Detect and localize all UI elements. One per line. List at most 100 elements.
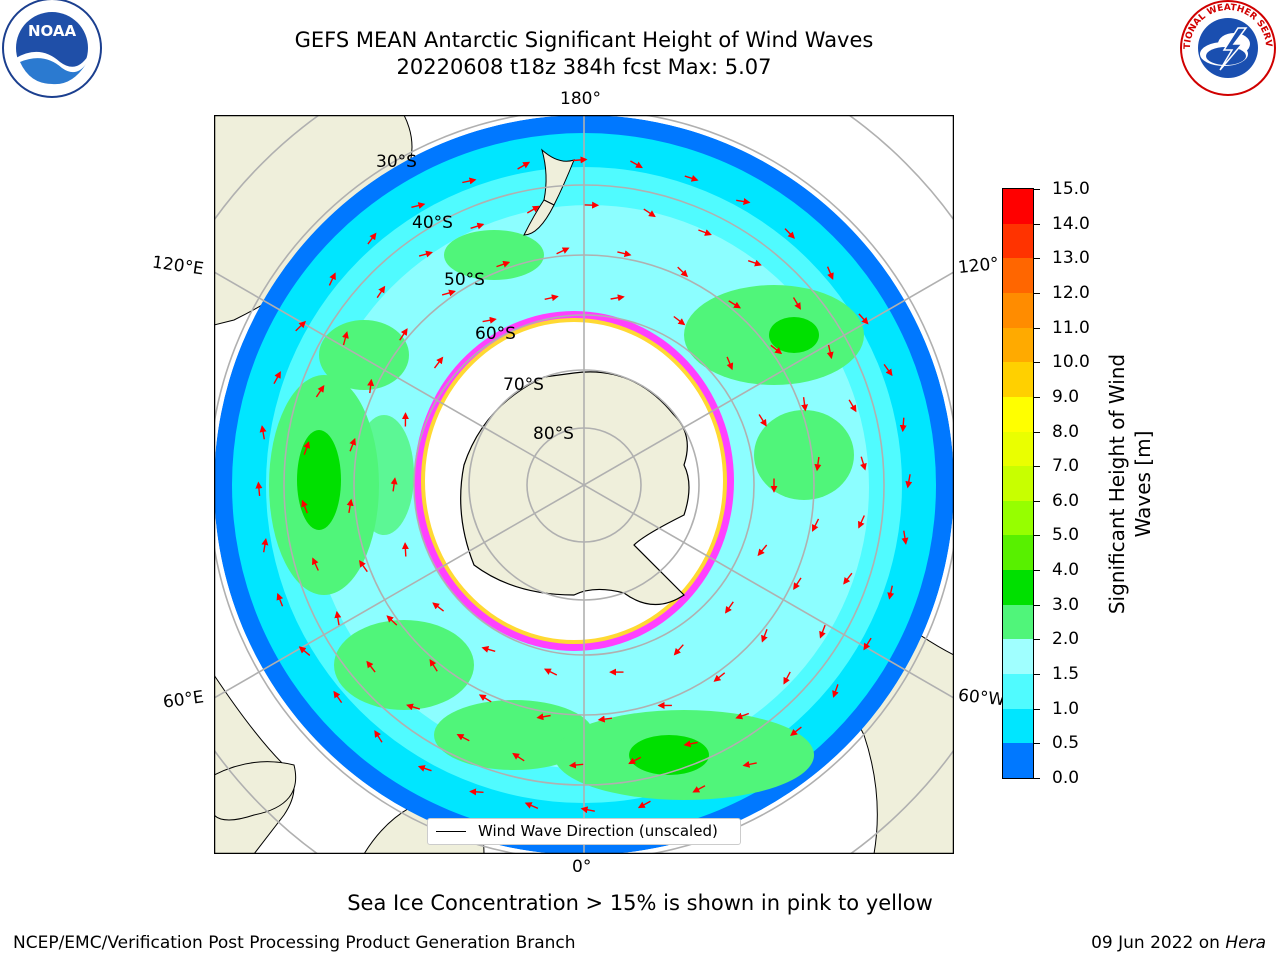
- wind-wave-arrow: [858, 515, 865, 529]
- wind-wave-arrow: [334, 610, 342, 626]
- wind-wave-arrow: [887, 585, 895, 600]
- wind-wave-arrow: [315, 385, 325, 398]
- colorbar-segment: [1003, 327, 1033, 363]
- chart-title: GEFS MEAN Antarctic Significant Height o…: [294, 28, 874, 52]
- colorbar-segment: [1003, 362, 1033, 398]
- wind-wave-arrow: [462, 177, 477, 185]
- wind-wave-arrow: [735, 712, 750, 720]
- wind-wave-arrow: [301, 499, 308, 514]
- colorbar-tick-mark: [1034, 674, 1040, 676]
- wind-wave-arrow: [630, 160, 643, 169]
- colorbar-tick-label: 5.0: [1052, 525, 1080, 546]
- wind-wave-arrow: [342, 331, 349, 346]
- colorbar-tick-mark: [1034, 778, 1040, 779]
- colorbar-tick-label: 9.0: [1052, 386, 1080, 407]
- wind-wave-arrow: [417, 765, 432, 772]
- colorbar-segment: [1003, 743, 1033, 779]
- wind-wave-arrow: [683, 740, 698, 748]
- wind-wave-arrow: [692, 785, 706, 793]
- wind-wave-arrow: [481, 645, 496, 653]
- wind-wave-arrow: [295, 320, 307, 332]
- wind-wave-arrow: [432, 602, 445, 612]
- lon-label-60w: 60°W: [957, 685, 1006, 711]
- chart-subtitle: 20220608 t18z 384h fcst Max: 5.07: [396, 55, 772, 79]
- wind-wave-arrow: [901, 530, 909, 545]
- wind-wave-arrow: [273, 371, 281, 385]
- wind-wave-arrow: [761, 628, 768, 643]
- colorbar-tick-mark: [1034, 604, 1040, 606]
- wind-wave-arrow: [747, 259, 762, 267]
- wind-wave-arrow: [517, 161, 531, 170]
- colorbar-tick-mark: [1034, 743, 1040, 745]
- colorbar-segment: [1003, 189, 1033, 225]
- wind-wave-arrows: [255, 156, 913, 814]
- wind-wave-arrow: [328, 272, 336, 286]
- colorbar-tick-mark: [1034, 466, 1040, 468]
- wind-wave-arrow: [418, 250, 433, 258]
- wind-wave-arrow: [433, 356, 444, 369]
- wind-wave-arrow: [724, 601, 734, 614]
- wind-wave-arrow: [512, 752, 525, 762]
- new-zealand-south-land: [523, 199, 555, 236]
- wind-wave-arrow: [784, 228, 795, 239]
- colorbar-tick-mark: [1034, 431, 1040, 433]
- colorbar-segment: [1003, 674, 1033, 710]
- colorbar-tick-mark: [1034, 189, 1040, 190]
- colorbar-tick-label: 2.0: [1052, 629, 1080, 650]
- wind-wave-arrow: [610, 294, 625, 302]
- wind-wave-arrow: [580, 806, 595, 814]
- wind-wave-arrow: [860, 456, 867, 471]
- wind-wave-arrow: [863, 637, 872, 651]
- wind-wave-arrow: [801, 397, 809, 412]
- wind-wave-arrow: [858, 313, 869, 325]
- colorbar-tick-label: 7.0: [1052, 456, 1080, 477]
- wind-wave-arrow: [478, 694, 492, 703]
- wind-wave-arrow: [303, 441, 311, 455]
- colorbar-tick-label: 0.5: [1052, 733, 1080, 754]
- wind-wave-arrow: [726, 356, 734, 371]
- graticule: [214, 115, 954, 854]
- colorbar-tick-label: 10.0: [1052, 352, 1090, 373]
- wind-wave-arrow: [783, 671, 791, 685]
- lon-label-180: 180°: [560, 89, 601, 109]
- wind-wave-arrow: [684, 175, 699, 182]
- colorbar-tick-label: 1.0: [1052, 698, 1080, 719]
- wind-wave-arrow: [298, 646, 311, 656]
- wind-wave-arrow: [832, 684, 839, 698]
- wind-wave-arrow: [848, 399, 857, 413]
- wind-wave-arrow: [367, 232, 377, 245]
- lat-label-30s: 30°S: [376, 152, 417, 172]
- colorbar-segment: [1003, 535, 1033, 571]
- wind-wave-arrow: [496, 260, 511, 268]
- lon-label-120w: 120°: [957, 253, 1000, 279]
- wind-wave-arrow: [792, 297, 801, 310]
- wind-wave-arrow: [905, 474, 913, 489]
- wind-wave-arrow: [628, 756, 642, 765]
- map-panel: [214, 115, 954, 854]
- noaa-logo-text: NOAA: [28, 22, 77, 40]
- colorbar-tick-label: 4.0: [1052, 560, 1080, 581]
- wind-wave-arrow: [758, 414, 767, 427]
- colorbar-label-line2: Waves [m]: [1131, 430, 1155, 538]
- lat-label-60s: 60°S: [475, 324, 516, 344]
- legend-label: Wind Wave Direction (unscaled): [478, 822, 718, 840]
- colorbar-tick-label: 3.0: [1052, 594, 1080, 615]
- colorbar-tick-mark: [1034, 708, 1040, 710]
- lon-label-60e: 60°E: [161, 687, 206, 713]
- wind-wave-arrow: [255, 481, 263, 496]
- wind-wave-arrow: [770, 344, 783, 355]
- wind-wave-arrow: [736, 198, 751, 205]
- wind-wave-arrow: [261, 538, 269, 553]
- colorbar-segment: [1003, 431, 1033, 467]
- wind-wave-arrow: [617, 250, 632, 258]
- wind-wave-arrow: [826, 344, 834, 360]
- colorbar-tick-label: 0.0: [1052, 768, 1080, 788]
- colorbar-segment: [1003, 223, 1033, 259]
- wind-wave-arrow: [456, 734, 470, 742]
- wind-wave-arrow: [637, 800, 651, 809]
- colorbar-tick-label: 8.0: [1052, 421, 1080, 442]
- wind-wave-arrow: [698, 229, 712, 236]
- colorbar-label-line1: Significant Height of Wind: [1105, 353, 1129, 615]
- lat-label-80s: 80°S: [533, 424, 574, 444]
- wind-wave-arrow: [276, 592, 284, 607]
